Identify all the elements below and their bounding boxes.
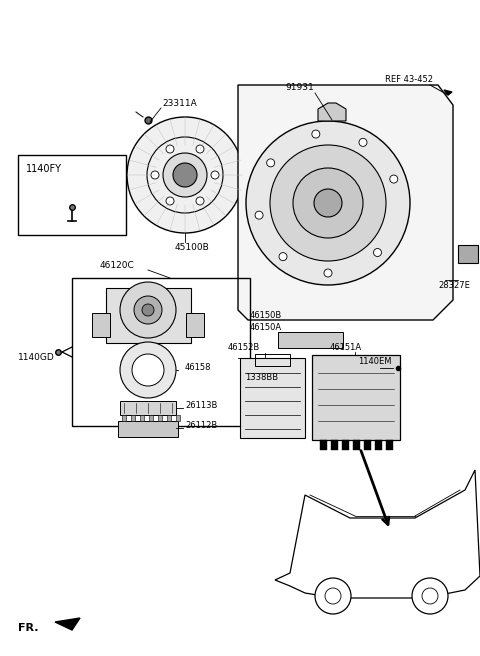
Bar — [342, 440, 349, 450]
Bar — [331, 440, 338, 450]
Polygon shape — [318, 103, 346, 121]
Bar — [72, 278, 250, 426]
Circle shape — [120, 342, 176, 398]
Bar — [131, 415, 135, 421]
Text: 46150A: 46150A — [250, 323, 282, 333]
Text: 1140GD: 1140GD — [18, 354, 55, 363]
Text: 1140FY: 1140FY — [26, 164, 62, 174]
Text: 46151A: 46151A — [330, 342, 362, 352]
Circle shape — [196, 145, 204, 153]
Text: 46158: 46158 — [185, 363, 212, 373]
Bar — [386, 440, 393, 450]
Bar — [120, 401, 176, 415]
Text: 1140EM: 1140EM — [358, 358, 392, 367]
Bar — [364, 440, 371, 450]
Bar — [375, 440, 382, 450]
Text: 26112B: 26112B — [185, 422, 217, 430]
Circle shape — [134, 296, 162, 324]
Bar — [118, 421, 178, 437]
Bar — [278, 332, 343, 348]
Text: REF 43-452: REF 43-452 — [385, 75, 433, 85]
Bar — [255, 354, 290, 366]
Circle shape — [315, 578, 351, 614]
Bar — [122, 415, 126, 421]
Circle shape — [132, 354, 164, 386]
Bar — [240, 358, 305, 438]
Circle shape — [255, 211, 263, 219]
Text: 1338BB: 1338BB — [245, 373, 278, 382]
Circle shape — [270, 145, 386, 261]
Bar — [18, 155, 126, 235]
Polygon shape — [55, 618, 80, 630]
Polygon shape — [444, 90, 452, 95]
Text: FR.: FR. — [18, 623, 38, 633]
Circle shape — [312, 130, 320, 138]
Circle shape — [412, 578, 448, 614]
Text: 46152B: 46152B — [228, 344, 260, 352]
Bar — [167, 415, 171, 421]
Circle shape — [166, 145, 174, 153]
Circle shape — [390, 175, 398, 183]
Bar — [92, 313, 110, 337]
Text: 91931: 91931 — [285, 83, 314, 92]
Circle shape — [267, 159, 275, 167]
Circle shape — [151, 171, 159, 179]
Text: 28327E: 28327E — [438, 281, 470, 289]
Text: 26113B: 26113B — [185, 401, 217, 411]
Circle shape — [173, 163, 197, 187]
Circle shape — [359, 138, 367, 146]
Circle shape — [127, 117, 243, 233]
Bar — [458, 245, 478, 263]
Bar — [176, 415, 180, 421]
Circle shape — [314, 189, 342, 217]
Bar — [353, 440, 360, 450]
Circle shape — [246, 121, 410, 285]
Text: 23311A: 23311A — [162, 98, 197, 108]
Polygon shape — [238, 85, 453, 320]
Circle shape — [166, 197, 174, 205]
Bar — [320, 440, 327, 450]
Bar — [186, 313, 204, 337]
Bar — [140, 415, 144, 421]
Bar — [312, 355, 400, 440]
Text: 45100B: 45100B — [175, 243, 210, 253]
Circle shape — [279, 253, 287, 260]
Bar — [106, 288, 191, 343]
Circle shape — [293, 168, 363, 238]
Circle shape — [196, 197, 204, 205]
Circle shape — [142, 304, 154, 316]
Circle shape — [120, 282, 176, 338]
Circle shape — [211, 171, 219, 179]
Circle shape — [324, 269, 332, 277]
Bar — [158, 415, 162, 421]
Bar — [149, 415, 153, 421]
Text: 46150B: 46150B — [250, 310, 282, 319]
Text: 46120C: 46120C — [100, 260, 135, 270]
Circle shape — [373, 249, 382, 256]
Circle shape — [163, 153, 207, 197]
